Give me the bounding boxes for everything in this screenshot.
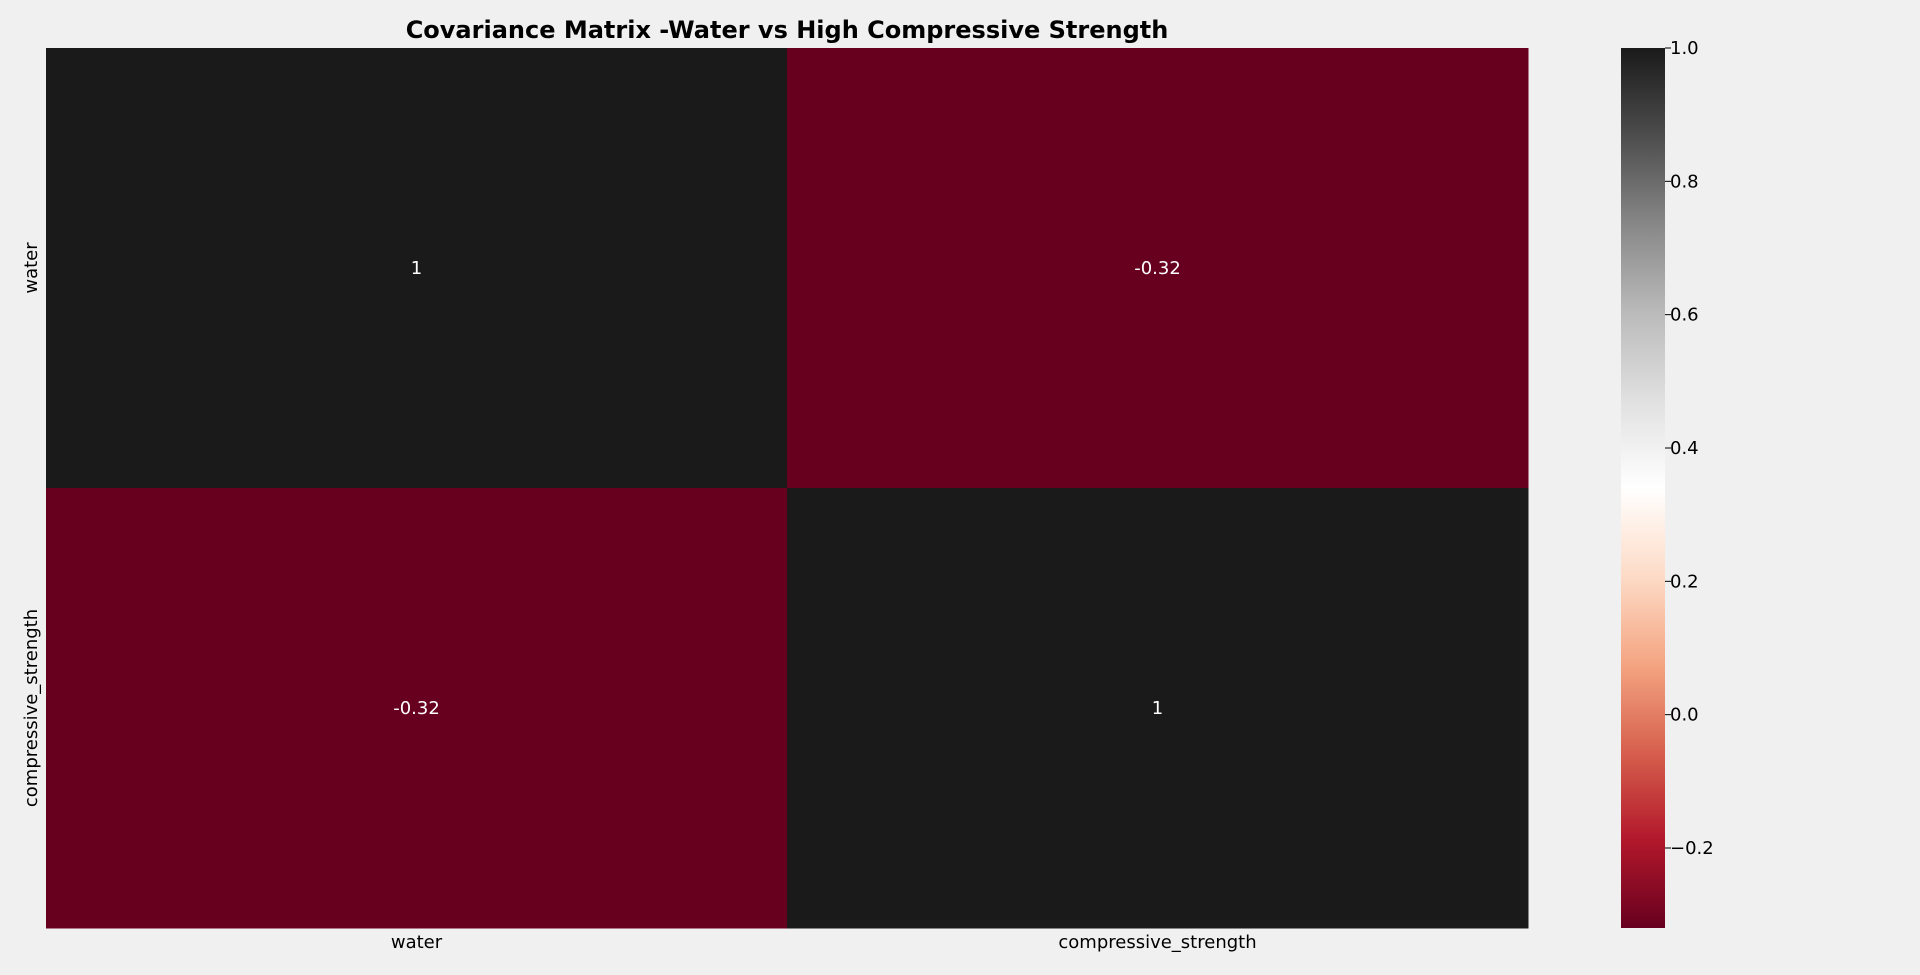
y-tick-label: compressive_strength [21,609,42,807]
y-tick-label: water [21,242,42,294]
colorbar-tick-label: −0.2 [1670,838,1714,859]
cell-annotation: 1 [411,258,422,279]
x-tick-label: water [391,932,443,953]
heatmap-cell [787,48,1529,489]
cell-annotation: -0.32 [1134,258,1181,279]
heatmap-annotations: 1 -0.32 -0.32 1 [393,258,1181,719]
heatmap-cells [46,48,1529,929]
colorbar-tick-label: 0.4 [1670,438,1699,459]
cell-annotation: -0.32 [393,698,440,719]
colorbar-tick-label: 0.8 [1670,171,1699,192]
chart-title: Covariance Matrix -Water vs High Compres… [406,16,1169,44]
colorbar [1621,48,1665,928]
colorbar-ticks: −0.2 0.0 0.2 0.4 0.6 0.8 1.0 [1665,38,1714,859]
heatmap-cell [46,48,788,489]
colorbar-tick-label: 0.2 [1670,571,1699,592]
heatmap-cell [787,488,1529,929]
cell-annotation: 1 [1152,698,1163,719]
colorbar-tick-label: 0.0 [1670,705,1699,726]
colorbar-tick-label: 0.6 [1670,305,1699,326]
colorbar-tick-label: 1.0 [1670,38,1699,59]
heatmap-cell [46,488,788,929]
x-tick-labels: water compressive_strength [391,932,1257,953]
y-tick-labels: water compressive_strength [21,242,42,807]
x-tick-label: compressive_strength [1058,932,1256,953]
